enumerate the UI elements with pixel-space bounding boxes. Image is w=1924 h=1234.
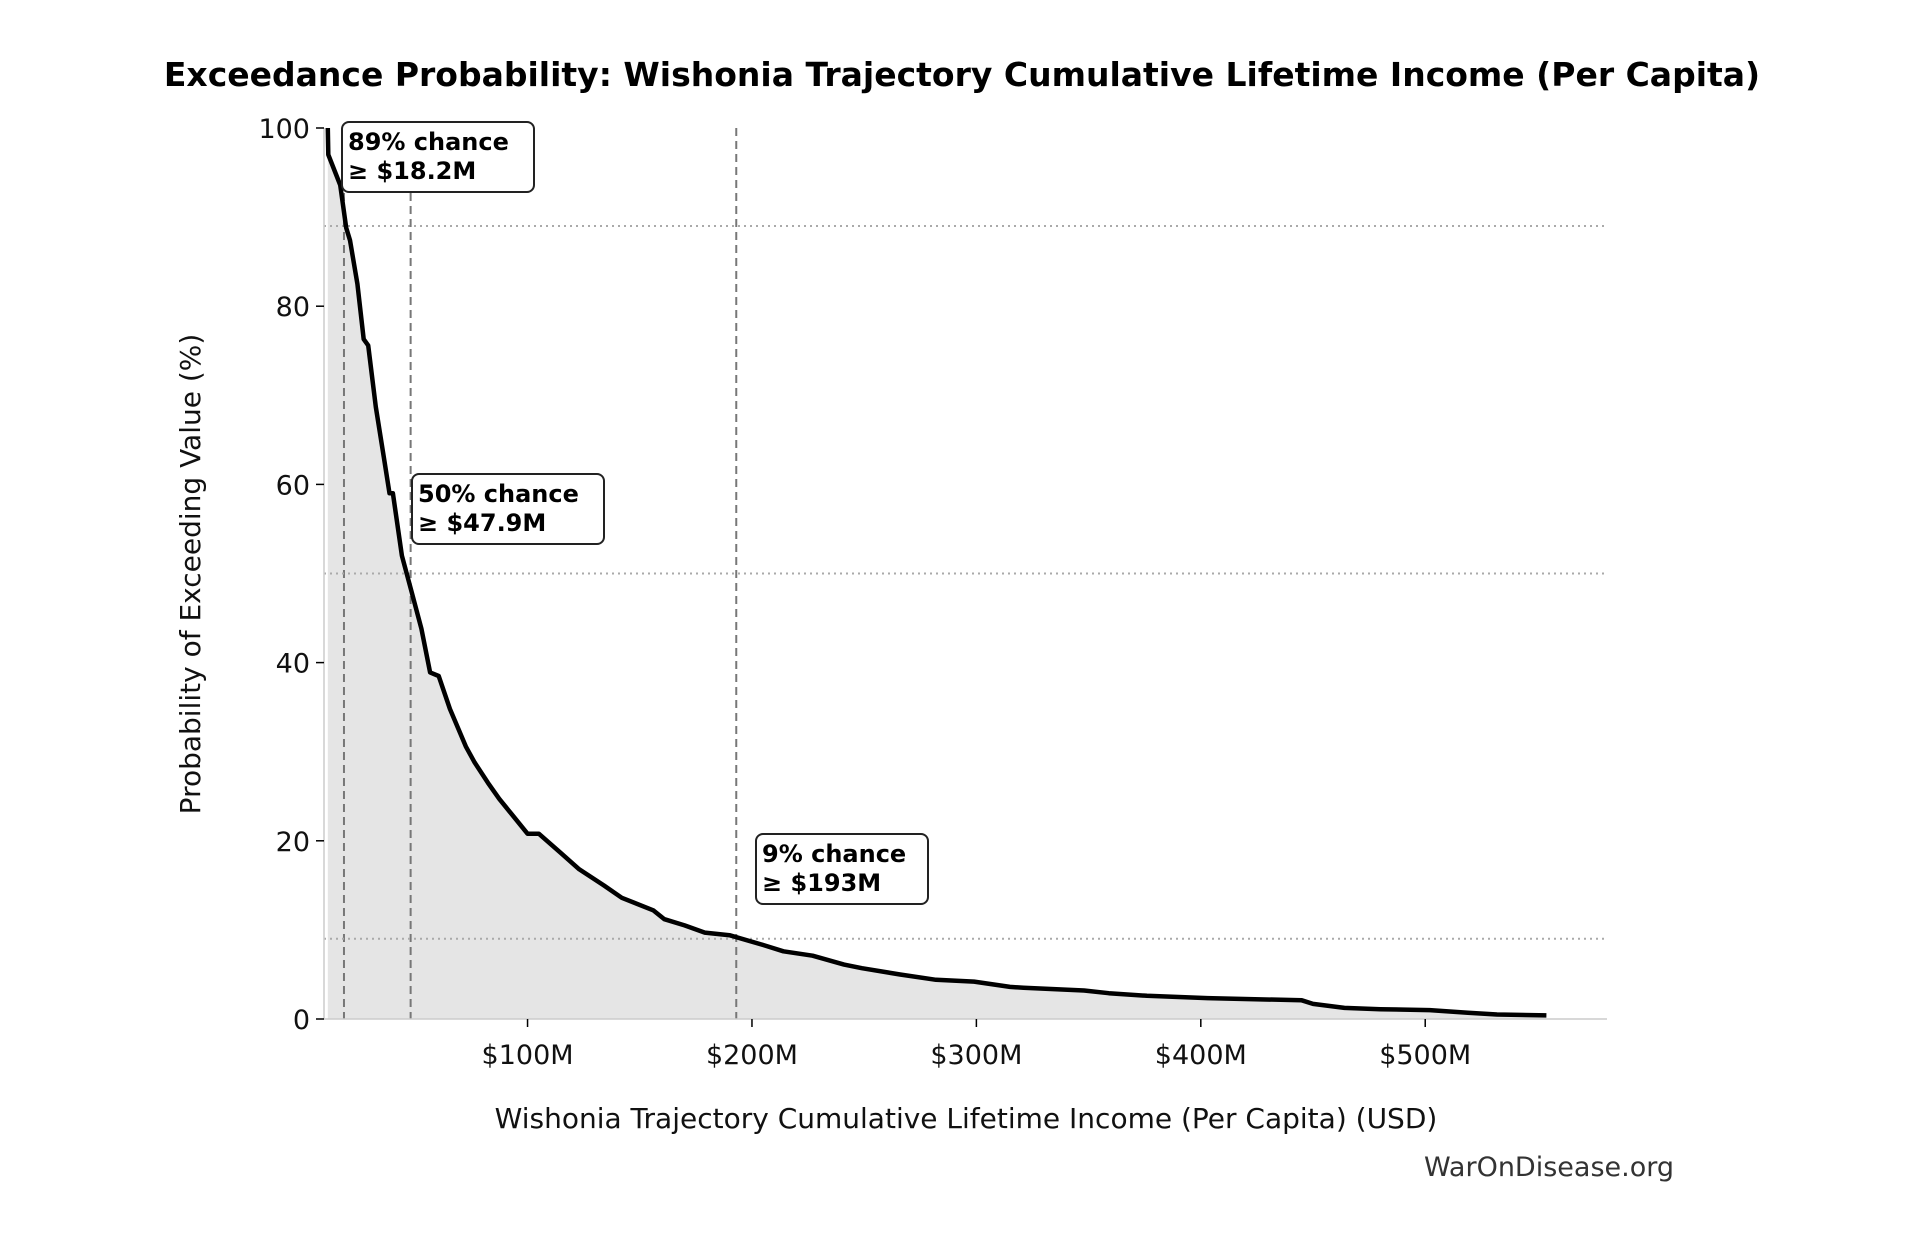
x-axis-label: Wishonia Trajectory Cumulative Lifetime … xyxy=(495,1102,1438,1135)
annotation-line1: 89% chance xyxy=(348,128,509,156)
area-fill xyxy=(327,128,1547,1019)
watermark: WarOnDisease.org xyxy=(1424,1152,1674,1183)
plot-area: 0 20 40 60 80 100 $100M $200M $300M $400M $500M 89%… xyxy=(258,114,1607,1071)
x-tick-label: $300M xyxy=(930,1040,1022,1071)
annotation-line2: ≥ $47.9M xyxy=(418,509,546,537)
annotation-line2: ≥ $193M xyxy=(762,869,881,897)
annotation-box xyxy=(755,833,929,905)
x-tick-label: $100M xyxy=(482,1040,574,1071)
y-tick-label: 100 xyxy=(258,114,310,145)
chart-title: Exceedance Probability: Wishonia Traject… xyxy=(164,55,1760,94)
annotation-line1: 50% chance xyxy=(418,480,579,508)
x-tick-label: $500M xyxy=(1379,1040,1471,1071)
y-tick-label: 80 xyxy=(276,292,310,323)
x-tick-label: $400M xyxy=(1155,1040,1247,1071)
annotation-line2: ≥ $18.2M xyxy=(348,157,476,185)
annotation-box xyxy=(411,473,605,545)
y-tick-label: 0 xyxy=(293,1005,310,1036)
y-axis-label: Probability of Exceeding Value (%) xyxy=(174,334,207,815)
annotation-box xyxy=(341,121,535,193)
y-tick-label: 60 xyxy=(276,470,310,501)
annotation-line1: 9% chance xyxy=(762,840,906,868)
x-tick-label: $200M xyxy=(706,1040,798,1071)
y-tick-label: 20 xyxy=(276,827,310,858)
y-tick-label: 40 xyxy=(276,649,310,680)
exceedance-curve xyxy=(325,127,1547,1018)
